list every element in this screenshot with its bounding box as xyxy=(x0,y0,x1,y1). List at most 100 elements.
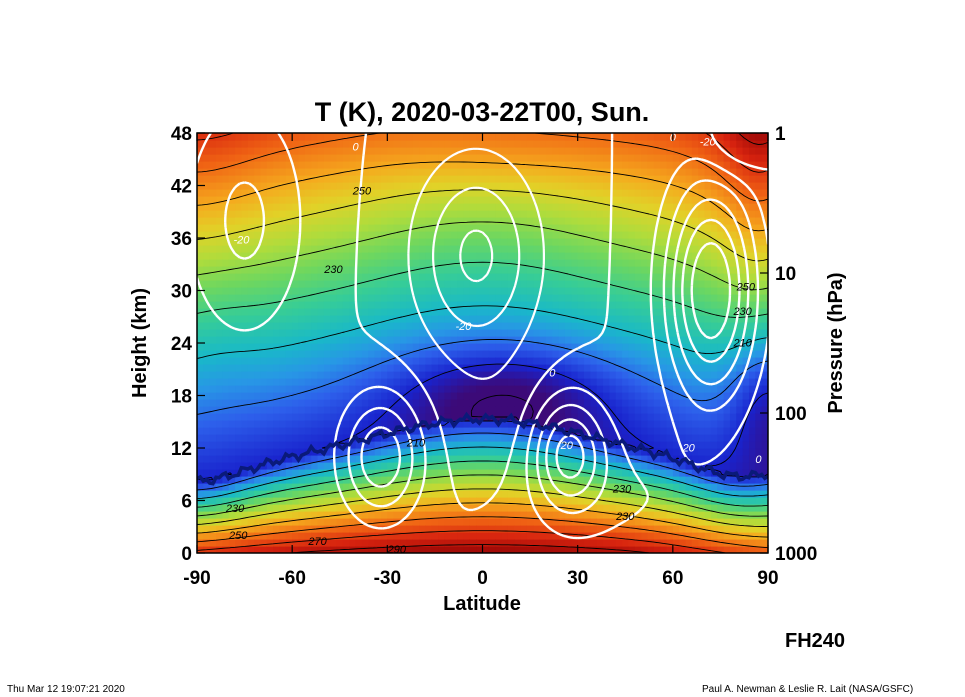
heat-cell xyxy=(438,133,446,141)
heat-cell xyxy=(425,462,433,470)
heat-cell xyxy=(228,133,236,141)
heat-cell xyxy=(634,427,642,435)
heat-cell xyxy=(374,371,382,379)
heat-cell xyxy=(539,280,547,288)
heat-cell xyxy=(634,504,642,512)
heat-cell xyxy=(330,315,338,323)
heat-cell xyxy=(400,378,407,386)
heat-cell xyxy=(482,518,490,526)
heat-cell xyxy=(723,434,731,442)
heat-cell xyxy=(590,196,598,204)
heat-cell xyxy=(660,161,668,169)
heat-cell xyxy=(666,210,674,218)
heat-cell xyxy=(704,147,712,155)
heat-cell xyxy=(488,315,496,323)
heat-cell xyxy=(628,210,636,218)
heat-cell xyxy=(444,224,452,232)
heat-cell xyxy=(330,322,338,330)
heat-cell xyxy=(710,378,718,386)
heat-cell xyxy=(387,273,395,281)
heat-cell xyxy=(463,539,471,547)
heat-cell xyxy=(545,532,553,540)
heat-cell xyxy=(672,133,680,141)
heat-cell xyxy=(241,532,249,540)
heat-cell xyxy=(241,217,249,225)
heat-cell xyxy=(590,511,598,519)
heat-cell xyxy=(203,287,211,295)
heat-cell xyxy=(710,308,718,316)
heat-cell xyxy=(279,336,287,344)
heat-cell xyxy=(304,455,312,463)
heat-cell xyxy=(628,434,636,442)
heat-cell xyxy=(431,336,439,344)
heat-cell xyxy=(304,217,312,225)
heat-cell xyxy=(641,539,649,547)
heat-cell xyxy=(685,455,693,463)
heat-cell xyxy=(514,448,522,456)
heat-cell xyxy=(336,294,344,302)
heat-cell xyxy=(609,483,617,491)
heat-cell xyxy=(444,469,452,477)
heat-cell xyxy=(323,224,331,232)
heat-cell xyxy=(400,259,407,267)
heat-cell xyxy=(298,273,306,281)
heat-cell xyxy=(564,378,572,386)
heat-cell xyxy=(241,539,249,547)
heat-cell xyxy=(400,343,407,351)
heat-cell xyxy=(374,315,382,323)
heat-cell xyxy=(641,385,649,393)
heat-cell xyxy=(292,385,300,393)
heat-cell xyxy=(520,273,528,281)
heat-cell xyxy=(273,161,281,169)
heat-cell xyxy=(431,504,439,512)
heat-cell xyxy=(507,399,515,407)
heat-cell xyxy=(241,147,249,155)
heat-cell xyxy=(355,427,363,435)
heat-cell xyxy=(539,154,547,162)
heat-cell xyxy=(342,469,350,477)
heat-cell xyxy=(260,252,268,260)
heat-cell xyxy=(666,378,674,386)
heat-cell xyxy=(216,441,223,449)
heat-cell xyxy=(425,196,433,204)
heat-cell xyxy=(717,168,725,176)
heat-cell xyxy=(266,378,274,386)
heat-cell xyxy=(361,357,369,365)
heat-cell xyxy=(317,385,325,393)
heat-cell xyxy=(495,203,503,211)
heat-cell xyxy=(501,385,509,393)
heat-cell xyxy=(552,441,560,449)
heat-cell xyxy=(641,322,649,330)
heat-cell xyxy=(710,203,718,211)
heat-cell xyxy=(457,294,465,302)
heat-cell xyxy=(387,490,395,498)
heat-cell xyxy=(501,301,509,309)
heat-cell xyxy=(444,294,452,302)
heat-cell xyxy=(266,175,274,183)
heat-cell xyxy=(469,140,477,148)
heat-cell xyxy=(393,217,401,225)
heat-cell xyxy=(311,462,319,470)
heat-cell xyxy=(235,287,243,295)
heat-cell xyxy=(197,273,204,281)
heat-cell xyxy=(463,343,471,351)
heat-cell xyxy=(514,532,522,540)
heat-cell xyxy=(590,294,598,302)
heat-cell xyxy=(273,455,281,463)
heat-cell xyxy=(368,182,376,190)
heat-cell xyxy=(628,280,636,288)
heat-cell xyxy=(545,455,553,463)
heat-cell xyxy=(254,203,262,211)
heat-cell xyxy=(260,266,268,274)
heat-cell xyxy=(241,406,249,414)
heat-cell xyxy=(247,259,255,267)
heat-cell xyxy=(463,217,471,225)
heat-cell xyxy=(501,322,509,330)
heat-cell xyxy=(603,364,610,372)
heat-cell xyxy=(444,420,452,428)
heat-cell xyxy=(558,280,566,288)
heat-cell xyxy=(704,448,712,456)
heat-cell xyxy=(444,518,452,526)
heat-cell xyxy=(710,210,718,218)
heat-cell xyxy=(685,175,693,183)
